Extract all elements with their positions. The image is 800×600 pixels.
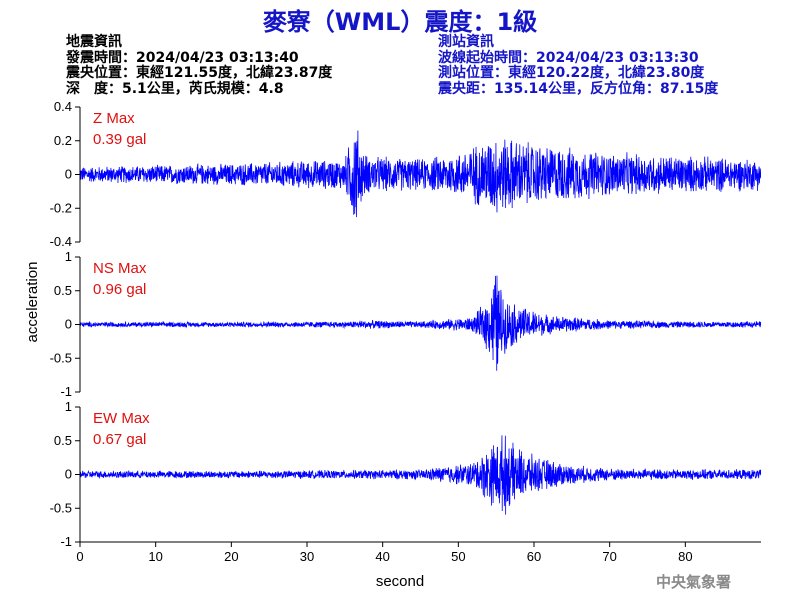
channel-max-value: 0.67 gal [93,431,146,448]
quake-info: 地震資訊 發震時間：2024/04/23 03:13:40 震央位置：東經121… [66,34,333,97]
x-tick-label: 60 [527,549,541,564]
y-tick-label: 1 [65,249,72,264]
depth-magnitude: 深 度：5.1公里，芮氏規模：4.8 [66,80,284,97]
channel-max-value: 0.96 gal [93,281,146,298]
x-tick-label: 10 [148,549,162,564]
y-tick-label: -0.4 [50,234,72,249]
page-title: 麥寮（WML）震度：1級 [262,8,538,36]
quake-info-heading: 地震資訊 [66,34,122,50]
waveform-2 [80,435,761,515]
y-tick-label: -0.5 [50,350,72,365]
y-axis-label: acceleration [24,262,41,343]
station-location: 測站位置：東經120.22度，北緯23.80度 [438,65,705,81]
y-tick-label: 0.4 [54,99,72,114]
x-axis-label: second [376,573,424,590]
y-tick-label: 0 [65,167,72,182]
channel-name: Z Max [93,110,135,127]
x-tick-label: 80 [678,549,692,564]
agency-watermark: 中央氣象署 [656,573,732,591]
y-tick-label: 0 [65,467,72,482]
y-tick-label: -0.5 [50,500,72,515]
x-tick-label: 30 [300,549,314,564]
y-tick-label: 0.5 [54,283,72,298]
y-tick-label: -0.2 [50,200,72,215]
y-tick-label: 0 [65,317,72,332]
x-tick-label: 40 [375,549,389,564]
epicenter: 震央位置：東經121.55度，北緯23.87度 [66,65,333,81]
channel-max-value: 0.39 gal [93,131,146,148]
y-tick-label: -1 [60,534,72,549]
x-tick-label: 50 [451,549,465,564]
wave-start-time: 波線起始時間：2024/04/23 03:13:30 [438,49,699,66]
y-tick-label: 0.2 [54,133,72,148]
distance-azimuth: 震央距：135.14公里，反方位角：87.15度 [438,80,719,97]
waveform-0 [80,130,761,218]
station-info: 測站資訊 波線起始時間：2024/04/23 03:13:30 測站位置：東經1… [438,34,719,97]
origin-time: 發震時間：2024/04/23 03:13:40 [66,49,299,66]
station-info-heading: 測站資訊 [438,34,494,50]
y-tick-label: 1 [65,399,72,414]
channel-name: NS Max [93,260,147,277]
x-tick-label: 70 [602,549,616,564]
x-tick-label: 0 [76,549,83,564]
y-tick-label: -1 [60,384,72,399]
x-tick-label: 20 [224,549,238,564]
waveform-1 [80,275,761,371]
y-tick-label: 0.5 [54,433,72,448]
channel-name: EW Max [93,410,150,427]
